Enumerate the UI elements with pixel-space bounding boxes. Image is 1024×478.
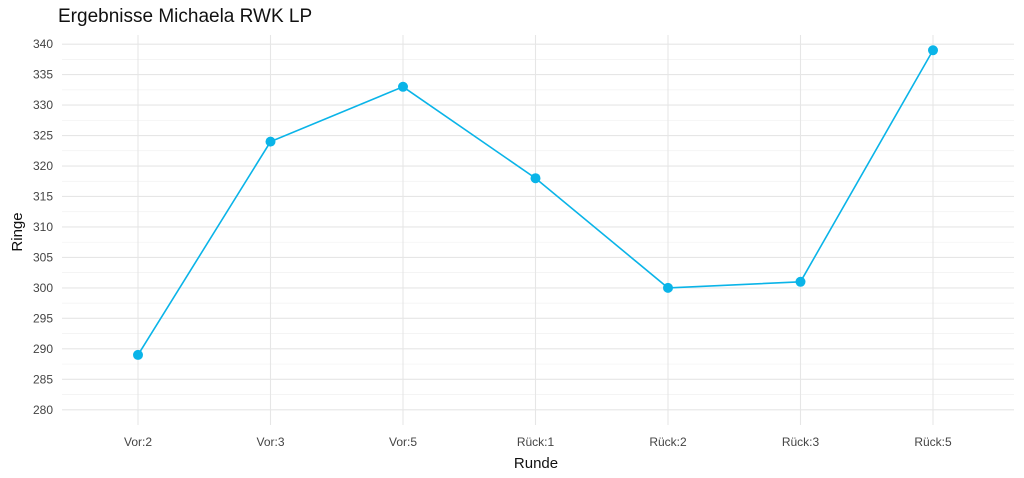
data-point — [530, 173, 541, 184]
y-tick-label: 295 — [33, 311, 53, 325]
y-tick-label: 310 — [33, 220, 53, 234]
x-tick-label: Rück:2 — [649, 435, 687, 449]
x-tick-label: Rück:1 — [517, 435, 555, 449]
y-tick-label: 320 — [33, 159, 53, 173]
y-tick-label: 280 — [33, 403, 53, 417]
x-tick-label: Vor:2 — [124, 435, 152, 449]
y-tick-label: 290 — [33, 342, 53, 356]
chart-title: Ergebnisse Michaela RWK LP — [58, 6, 313, 27]
data-point — [265, 136, 276, 147]
y-tick-label: 300 — [33, 281, 53, 295]
y-tick-label: 285 — [33, 372, 53, 386]
y-tick-label: 315 — [33, 189, 53, 203]
x-axis-title: Runde — [514, 455, 558, 472]
y-tick-label: 335 — [33, 68, 53, 82]
x-tick-label: Vor:3 — [256, 435, 284, 449]
data-point — [133, 349, 143, 360]
y-tick-label: 330 — [33, 98, 53, 112]
data-point — [398, 81, 408, 92]
x-tick-labels: Vor:2 Vor:3 Vor:5 Rück:1 Rück:2 Rück:3 Rück:5 — [124, 435, 952, 449]
x-tick-label: Rück:3 — [782, 435, 820, 449]
data-point — [663, 282, 673, 293]
data-point — [795, 276, 806, 287]
y-axis-title: Ringe — [9, 212, 26, 251]
y-tick-labels: 280 285 290 295 300 305 310 315 320 325 330 335 340 — [33, 37, 53, 417]
y-tick-label: 325 — [33, 129, 53, 143]
y-tick-label: 305 — [33, 250, 53, 264]
series-group — [133, 45, 938, 360]
y-tick-label: 340 — [33, 37, 53, 51]
grid-lines — [62, 35, 1014, 425]
x-tick-label: Rück:5 — [914, 435, 952, 449]
x-tick-label: Vor:5 — [389, 435, 417, 449]
data-point — [928, 45, 938, 56]
